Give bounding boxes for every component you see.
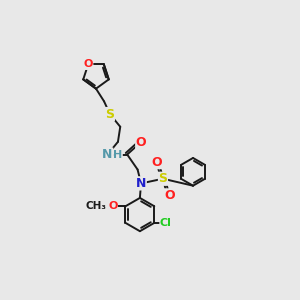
Text: S: S: [158, 172, 167, 185]
Text: Cl: Cl: [160, 218, 172, 228]
Text: O: O: [83, 59, 93, 69]
Text: O: O: [152, 156, 162, 169]
Text: O: O: [164, 189, 175, 202]
Text: O: O: [136, 136, 146, 149]
Text: O: O: [108, 201, 118, 211]
Text: N: N: [136, 177, 146, 190]
Text: CH₃: CH₃: [85, 201, 106, 211]
Text: N: N: [102, 148, 113, 161]
Text: S: S: [105, 108, 114, 121]
Text: H: H: [113, 149, 123, 160]
